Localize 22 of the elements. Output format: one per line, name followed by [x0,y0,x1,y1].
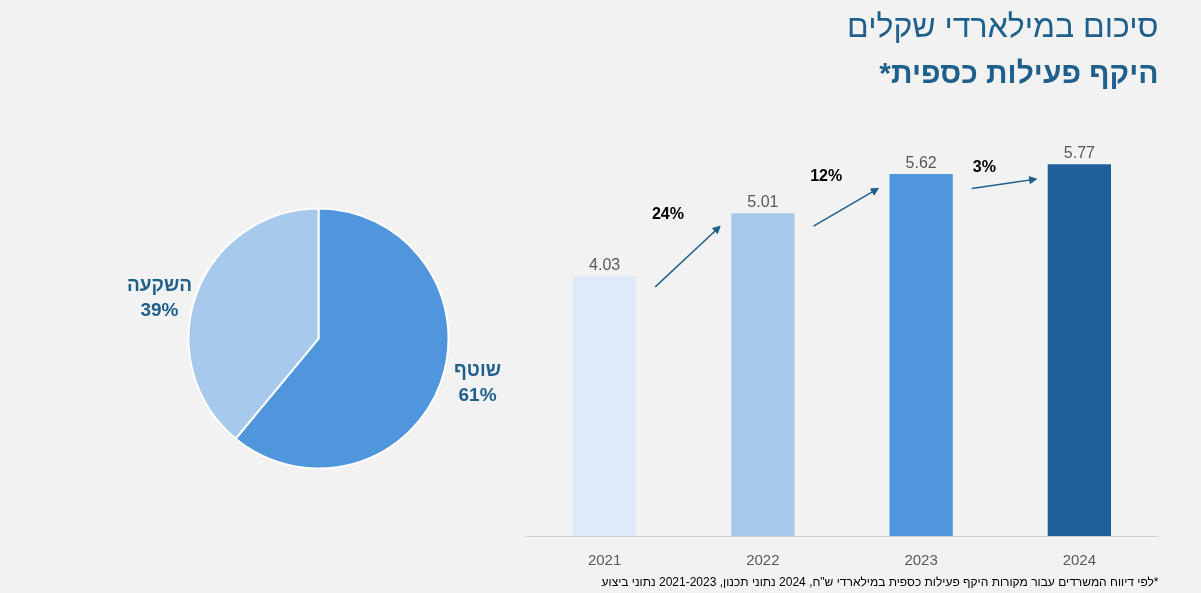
annotation: 3% [972,158,996,176]
data-label: 5.01 [747,193,779,211]
data-label: 5.62 [905,153,937,171]
bar [889,173,953,537]
x-tick-label: 2023 [904,550,938,568]
chart-title: היקף פעילות כספית* [879,55,1159,89]
bar [731,213,795,537]
annotation: 24% [651,205,684,223]
chart-subtitle: סיכום במילארדי שקלים [847,7,1159,44]
text: *לפי דיווח המשרדים עבור מקורות היקף פעילות כספית במילארדי ש"ח, 2024 נתוני תכנון, 2021-2023 נתוני ביצוע [601,574,1159,589]
data-label: 5.77 [1063,144,1096,162]
slice-label: השקעה [126,273,193,295]
data-label: 39% [140,298,179,320]
data-label: 61% [458,384,497,406]
annotation: 12% [810,167,843,185]
slice-label: שוטף [454,359,501,381]
x-tick-label: 2024 [1062,550,1097,568]
bar [572,276,637,537]
data-label: 4.03 [589,256,621,274]
x-tick-label: 2021 [587,550,622,568]
bar [1047,164,1112,537]
x-tick-label: 2022 [746,550,780,568]
